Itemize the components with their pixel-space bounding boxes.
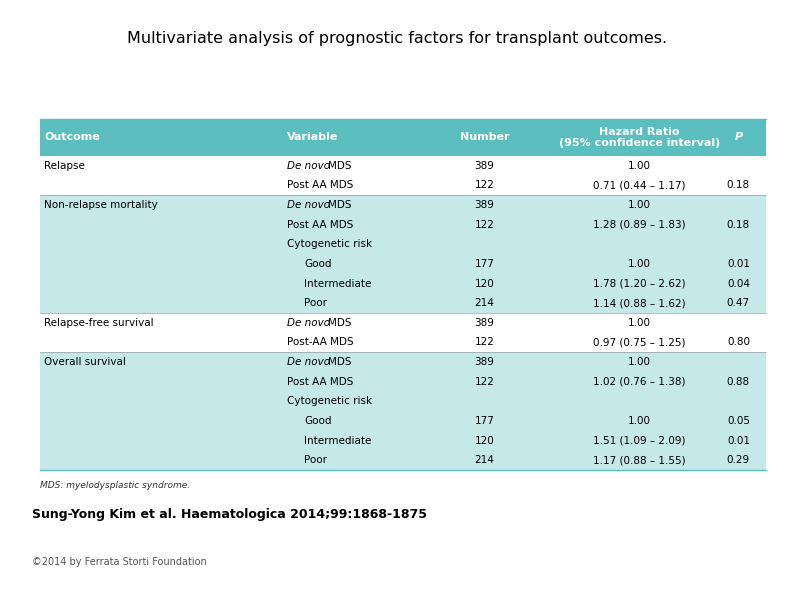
- Text: Hazard Ratio
(95% confidence interval): Hazard Ratio (95% confidence interval): [558, 127, 720, 148]
- Text: Variable: Variable: [287, 133, 338, 142]
- Text: MDS: MDS: [328, 161, 352, 171]
- Text: 389: 389: [474, 357, 495, 367]
- Text: 1.51 (1.09 – 2.09): 1.51 (1.09 – 2.09): [593, 436, 685, 446]
- Text: De novo: De novo: [287, 318, 333, 328]
- Text: 177: 177: [474, 259, 495, 269]
- Text: 1.78 (1.20 – 2.62): 1.78 (1.20 – 2.62): [593, 278, 685, 289]
- Bar: [40, 333, 766, 352]
- Text: MDS: myelodysplastic syndrome.: MDS: myelodysplastic syndrome.: [40, 481, 190, 490]
- Text: 120: 120: [475, 436, 494, 446]
- Text: Poor: Poor: [304, 298, 327, 308]
- Text: 389: 389: [474, 200, 495, 210]
- Bar: [40, 293, 766, 313]
- Text: Non-relapse mortality: Non-relapse mortality: [44, 200, 158, 210]
- Text: 0.01: 0.01: [727, 259, 750, 269]
- Text: 389: 389: [474, 161, 495, 171]
- Text: 0.05: 0.05: [727, 416, 750, 426]
- Bar: [40, 392, 766, 411]
- Bar: [40, 450, 766, 470]
- Text: Sung-Yong Kim et al. Haematologica 2014;99:1868-1875: Sung-Yong Kim et al. Haematologica 2014;…: [32, 508, 426, 521]
- Text: 389: 389: [474, 318, 495, 328]
- Text: 0.47: 0.47: [727, 298, 750, 308]
- Text: Outcome: Outcome: [44, 133, 100, 142]
- Text: 177: 177: [474, 416, 495, 426]
- Bar: [40, 254, 766, 274]
- Text: 0.71 (0.44 – 1.17): 0.71 (0.44 – 1.17): [593, 180, 685, 190]
- Bar: [40, 156, 766, 176]
- Text: 0.01: 0.01: [727, 436, 750, 446]
- Text: Post AA MDS: Post AA MDS: [287, 377, 353, 387]
- Text: 0.97 (0.75 – 1.25): 0.97 (0.75 – 1.25): [593, 337, 685, 347]
- Text: 122: 122: [474, 220, 495, 230]
- Text: 1.00: 1.00: [628, 357, 650, 367]
- Text: 1.28 (0.89 – 1.83): 1.28 (0.89 – 1.83): [593, 220, 685, 230]
- Text: Good: Good: [304, 259, 332, 269]
- Bar: [40, 215, 766, 234]
- Bar: [40, 119, 766, 156]
- Text: 214: 214: [474, 298, 495, 308]
- Bar: [40, 176, 766, 195]
- Text: De novo: De novo: [287, 200, 333, 210]
- Text: 1.17 (0.88 – 1.55): 1.17 (0.88 – 1.55): [593, 455, 685, 465]
- Text: Intermediate: Intermediate: [304, 278, 372, 289]
- Text: 120: 120: [475, 278, 494, 289]
- Text: Number: Number: [460, 133, 509, 142]
- Text: Cytogenetic risk: Cytogenetic risk: [287, 239, 372, 249]
- Text: 1.14 (0.88 – 1.62): 1.14 (0.88 – 1.62): [593, 298, 685, 308]
- Text: Good: Good: [304, 416, 332, 426]
- Text: Relapse-free survival: Relapse-free survival: [44, 318, 154, 328]
- Bar: [40, 234, 766, 254]
- Text: 1.00: 1.00: [628, 200, 650, 210]
- Text: Post AA MDS: Post AA MDS: [287, 220, 353, 230]
- Text: De novo: De novo: [287, 357, 333, 367]
- Text: De novo: De novo: [287, 161, 333, 171]
- Text: Overall survival: Overall survival: [44, 357, 126, 367]
- Text: Poor: Poor: [304, 455, 327, 465]
- Text: Relapse: Relapse: [44, 161, 85, 171]
- Text: MDS: MDS: [328, 318, 352, 328]
- Text: 0.80: 0.80: [727, 337, 750, 347]
- Text: 0.29: 0.29: [727, 455, 750, 465]
- Bar: [40, 352, 766, 372]
- Text: P: P: [734, 133, 742, 142]
- Text: 1.00: 1.00: [628, 161, 650, 171]
- Bar: [40, 372, 766, 392]
- Text: 0.88: 0.88: [727, 377, 750, 387]
- Text: Intermediate: Intermediate: [304, 436, 372, 446]
- Text: 0.04: 0.04: [727, 278, 750, 289]
- Text: 1.00: 1.00: [628, 259, 650, 269]
- Text: Post AA MDS: Post AA MDS: [287, 180, 353, 190]
- Text: Multivariate analysis of prognostic factors for transplant outcomes.: Multivariate analysis of prognostic fact…: [127, 31, 667, 46]
- Text: ©2014 by Ferrata Storti Foundation: ©2014 by Ferrata Storti Foundation: [32, 558, 206, 567]
- Text: 0.18: 0.18: [727, 220, 750, 230]
- Bar: [40, 313, 766, 333]
- Bar: [40, 411, 766, 431]
- Text: MDS: MDS: [328, 200, 352, 210]
- Text: 122: 122: [474, 377, 495, 387]
- Text: 1.00: 1.00: [628, 318, 650, 328]
- Bar: [40, 274, 766, 293]
- Text: 1.02 (0.76 – 1.38): 1.02 (0.76 – 1.38): [593, 377, 685, 387]
- Text: MDS: MDS: [328, 357, 352, 367]
- Text: 122: 122: [474, 180, 495, 190]
- Text: 122: 122: [474, 337, 495, 347]
- Text: 0.18: 0.18: [727, 180, 750, 190]
- Text: 214: 214: [474, 455, 495, 465]
- Text: Cytogenetic risk: Cytogenetic risk: [287, 396, 372, 406]
- Bar: [40, 431, 766, 450]
- Bar: [40, 195, 766, 215]
- Text: 1.00: 1.00: [628, 416, 650, 426]
- Text: Post-AA MDS: Post-AA MDS: [287, 337, 353, 347]
